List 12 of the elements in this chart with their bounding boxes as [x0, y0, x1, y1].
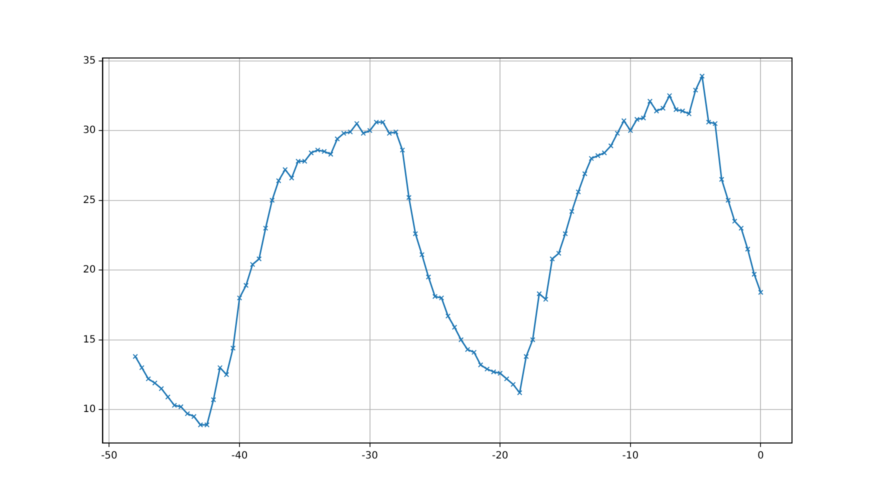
x-tick-label: -10 — [622, 450, 639, 462]
x-tick-label: -20 — [492, 450, 508, 462]
y-tick-label: 10 — [82, 404, 96, 416]
x-tick-label: -30 — [362, 450, 378, 462]
x-tick-label: -40 — [231, 450, 248, 462]
y-tick-label: 15 — [82, 334, 96, 346]
x-tick-label: 0 — [758, 450, 764, 462]
y-tick-label: 20 — [82, 264, 96, 276]
x-tick-label: -50 — [101, 450, 118, 462]
y-tick-label: 25 — [82, 194, 96, 206]
y-tick-label: 30 — [82, 125, 96, 136]
y-tick-label: 35 — [82, 55, 96, 66]
